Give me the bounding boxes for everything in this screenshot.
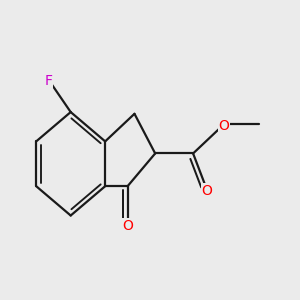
Text: O: O bbox=[122, 219, 133, 232]
Text: O: O bbox=[219, 118, 230, 133]
Text: O: O bbox=[202, 184, 212, 198]
Text: F: F bbox=[44, 74, 52, 88]
